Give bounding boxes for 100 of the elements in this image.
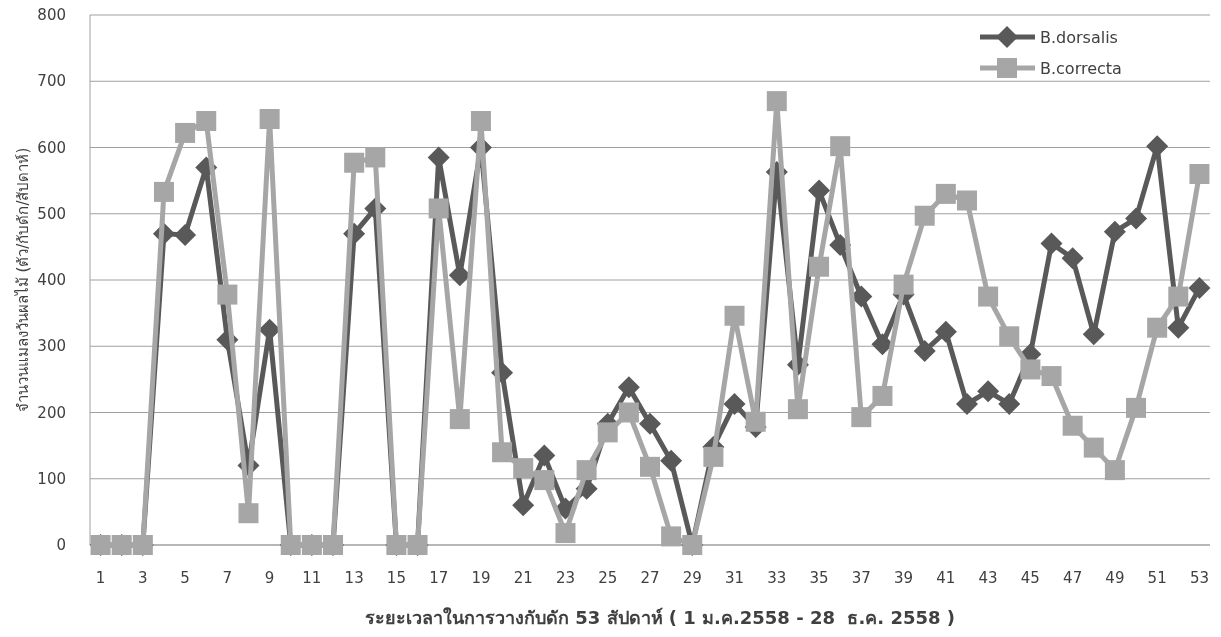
x-tick-label: 1 xyxy=(95,569,106,587)
point xyxy=(597,422,618,443)
point xyxy=(1188,276,1211,299)
point xyxy=(660,449,683,472)
point xyxy=(428,198,449,219)
point xyxy=(1041,366,1062,387)
point xyxy=(533,444,556,467)
x-tick-label: 17 xyxy=(429,569,449,587)
point xyxy=(808,179,831,202)
x-tick-label: 27 xyxy=(640,569,660,587)
point xyxy=(344,152,365,173)
x-tick-label: 15 xyxy=(386,569,406,587)
point xyxy=(617,376,640,399)
point xyxy=(956,190,977,211)
point xyxy=(238,503,259,524)
y-axis-title: จำนวนแมลงวันผลไม้ (ตัว/กับดัก/สัปดาห์) xyxy=(14,147,32,413)
x-tick-label: 19 xyxy=(471,569,491,587)
point xyxy=(1125,207,1148,230)
point xyxy=(1147,317,1168,338)
x-tick-label: 21 xyxy=(513,569,533,587)
point xyxy=(830,136,851,157)
point xyxy=(1126,397,1147,418)
point xyxy=(427,146,450,169)
x-tick-label: 11 xyxy=(302,569,322,587)
point xyxy=(555,523,576,544)
x-tick-label: 25 xyxy=(598,569,618,587)
point xyxy=(1040,232,1063,255)
point xyxy=(872,385,893,406)
y-tick-label: 100 xyxy=(37,469,66,488)
point xyxy=(365,147,386,168)
x-tick-label: 7 xyxy=(222,569,233,587)
point xyxy=(217,284,238,305)
point xyxy=(512,494,535,517)
x-tick-label: 37 xyxy=(851,569,871,587)
legend-label: B.dorsalis xyxy=(1040,28,1118,47)
x-tick-label: 9 xyxy=(264,569,275,587)
point xyxy=(576,460,597,481)
point xyxy=(1103,220,1126,243)
x-tick-label: 53 xyxy=(1189,569,1209,587)
point xyxy=(893,274,914,295)
x-tick-label: 23 xyxy=(555,569,576,587)
point xyxy=(935,183,956,204)
point xyxy=(1061,247,1084,270)
y-tick-label: 200 xyxy=(37,403,66,422)
x-tick-label: 45 xyxy=(1020,569,1040,587)
legend-label: B.correcta xyxy=(1040,59,1122,78)
point xyxy=(1146,135,1169,158)
point xyxy=(766,91,787,112)
point xyxy=(153,181,174,202)
point xyxy=(703,446,724,467)
y-tick-label: 300 xyxy=(37,337,66,356)
y-tick-label: 500 xyxy=(37,204,66,223)
point xyxy=(978,286,999,307)
point xyxy=(1104,460,1125,481)
point xyxy=(1062,415,1083,436)
point xyxy=(851,407,872,428)
point xyxy=(977,380,1000,403)
point xyxy=(724,305,745,326)
point xyxy=(259,109,280,130)
x-tick-label: 47 xyxy=(1063,569,1083,587)
point xyxy=(913,339,936,362)
point xyxy=(809,256,830,277)
point xyxy=(745,411,766,432)
point xyxy=(1189,164,1210,184)
point xyxy=(1082,323,1105,346)
point xyxy=(470,111,491,131)
x-tick-label: 49 xyxy=(1105,569,1125,587)
point xyxy=(661,526,682,547)
x-tick-label: 29 xyxy=(682,569,702,587)
x-axis-title: ระยะเวลาในการวางกับดัก 53 สัปดาห์ ( 1 ม.ค.2558 - 28 ธ.ค. 2558 ) xyxy=(364,607,956,628)
x-tick-label: 13 xyxy=(344,569,364,587)
x-tick-label: 5 xyxy=(180,569,190,587)
point xyxy=(175,122,196,143)
point xyxy=(723,392,746,415)
x-tick-label: 43 xyxy=(978,569,998,587)
point xyxy=(999,326,1020,347)
x-tick-label: 35 xyxy=(809,569,829,587)
point xyxy=(1168,286,1189,307)
y-tick-label: 400 xyxy=(37,271,66,289)
point xyxy=(1020,359,1041,380)
point xyxy=(955,392,978,415)
point xyxy=(998,392,1021,415)
point xyxy=(934,320,957,343)
point xyxy=(1167,316,1190,339)
point xyxy=(1083,437,1104,458)
y-tick-label: 700 xyxy=(37,72,66,91)
point xyxy=(492,442,513,463)
x-tick-label: 33 xyxy=(767,569,787,587)
x-tick-label: 31 xyxy=(724,569,745,587)
x-tick-label: 39 xyxy=(894,569,914,587)
x-tick-label: 41 xyxy=(936,569,956,587)
point xyxy=(534,470,555,491)
x-tick-label: 51 xyxy=(1147,569,1167,587)
point xyxy=(639,412,661,435)
point xyxy=(787,399,808,420)
point xyxy=(640,456,660,477)
point xyxy=(449,409,470,430)
x-tick-label: 3 xyxy=(138,569,148,587)
y-tick-label: 0 xyxy=(56,536,66,554)
y-tick-label: 800 xyxy=(37,6,66,24)
